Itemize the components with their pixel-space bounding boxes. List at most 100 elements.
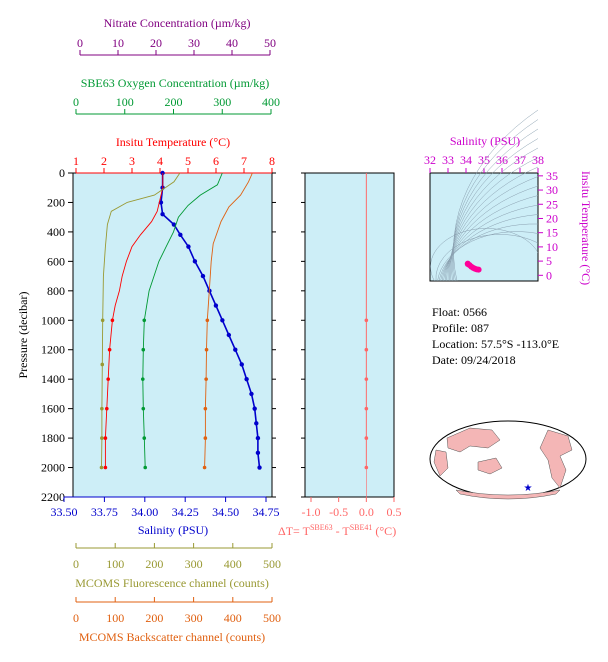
nitrate-axis: 0 10 20 30 40 50 bbox=[77, 36, 276, 56]
ts-density-contour bbox=[450, 147, 539, 282]
salinity-series-point bbox=[233, 347, 238, 352]
temperature-series-point bbox=[105, 406, 109, 411]
backscatter-series-point bbox=[203, 436, 208, 440]
pressure-axis-tick-label: 800 bbox=[47, 284, 65, 298]
salinity-series-point bbox=[171, 222, 177, 227]
nitrate-axis-tick-label: 10 bbox=[112, 36, 124, 50]
salinity-series-point bbox=[160, 212, 165, 217]
delta-t-axis-tick-label: -0.5 bbox=[329, 505, 348, 519]
fluorescence-axis-tick-label: 300 bbox=[185, 557, 203, 571]
backscatter-axis-tick-label: 400 bbox=[224, 611, 242, 625]
salinity-series-point bbox=[252, 406, 257, 411]
ts-density-contour bbox=[451, 138, 539, 282]
ts-temperature-tick-label: 15 bbox=[546, 226, 558, 240]
oxygen-axis: 0 100 200 300 400 bbox=[73, 95, 280, 115]
salinity-series-point bbox=[255, 450, 261, 456]
ts-density-contour bbox=[437, 231, 539, 282]
ts-salinity-tick-label: 35 bbox=[478, 153, 490, 167]
fluorescence-series-point bbox=[100, 362, 105, 367]
location-map: ★ bbox=[429, 420, 587, 500]
salinity-series-point bbox=[249, 391, 254, 397]
temperature-series-point bbox=[106, 377, 110, 381]
temperature-axis-tick-label: 6 bbox=[213, 154, 219, 168]
profile-number: Profile: 087 bbox=[432, 321, 489, 335]
salinity-series-point bbox=[239, 362, 244, 367]
oxygen-series-point bbox=[140, 377, 145, 381]
temperature-series-point bbox=[103, 465, 108, 470]
ts-temperature-tick-label: 35 bbox=[546, 169, 558, 183]
oxygen-axis-tick-label: 300 bbox=[213, 95, 231, 109]
pressure-axis-tick-label: 400 bbox=[47, 225, 65, 239]
delta_t-series-point bbox=[364, 318, 369, 323]
salinity-series-point bbox=[200, 273, 206, 279]
ts-density-contour bbox=[443, 195, 539, 282]
pressure-axis-tick-label: 200 bbox=[47, 195, 65, 209]
ts-point bbox=[475, 266, 482, 273]
nitrate-axis-tick-label: 30 bbox=[188, 36, 200, 50]
fluorescence-series-point bbox=[100, 436, 104, 440]
pressure-axis-tick-label: 1200 bbox=[41, 343, 65, 357]
ts-temperature-tick-label: 25 bbox=[546, 197, 558, 211]
ts-density-contour bbox=[435, 234, 539, 282]
salinity-axis-tick-label: 33.50 bbox=[51, 505, 78, 519]
float-info: Float: 0566 Profile: 087 Location: 57.5°… bbox=[432, 304, 559, 368]
salinity-series-line bbox=[160, 173, 261, 468]
oxygen-axis-label: SBE63 Oxygen Concentration (µm/kg) bbox=[81, 76, 270, 90]
ts-salinity-tick-label: 32 bbox=[424, 153, 436, 167]
backscatter-axis-tick-label: 100 bbox=[106, 611, 124, 625]
backscatter-axis-tick-label: 300 bbox=[185, 611, 203, 625]
temperature-axis-tick-label: 4 bbox=[157, 154, 163, 168]
delta_t-series-point bbox=[364, 465, 369, 470]
pressure-axis-label: Pressure (decibar) bbox=[16, 292, 30, 379]
fluorescence-axis-tick-label: 400 bbox=[224, 557, 242, 571]
backscatter-axis-tick-label: 500 bbox=[263, 611, 281, 625]
profile-series bbox=[99, 170, 369, 470]
salinity-axis-label: Salinity (PSU) bbox=[138, 523, 208, 537]
fluorescence-series-point bbox=[100, 406, 104, 411]
delta-t-axis-label: ΔT= TSBE63 - TSBE41 (°C) bbox=[278, 523, 396, 538]
salinity-series-point bbox=[254, 421, 259, 426]
ts-points bbox=[464, 260, 482, 273]
delta-t-axis-tick-label: -1.0 bbox=[302, 505, 321, 519]
delta-t-panel-bg bbox=[304, 172, 395, 498]
temperature-axis-label: Insitu Temperature (°C) bbox=[116, 135, 230, 149]
pressure-axis-tick-label: 2200 bbox=[41, 490, 65, 504]
float-location-marker: ★ bbox=[524, 483, 533, 494]
ts-density-contour bbox=[453, 109, 539, 282]
delta_t-series-point bbox=[364, 406, 369, 411]
temperature-axis-tick-label: 2 bbox=[101, 154, 107, 168]
fluorescence-axis-tick-label: 200 bbox=[145, 557, 163, 571]
fluorescence-axis-label: MCOMS Fluorescence channel (counts) bbox=[75, 576, 269, 590]
pressure-axis-tick-label: 1600 bbox=[41, 402, 65, 416]
nitrate-axis-tick-label: 50 bbox=[264, 36, 276, 50]
ts-salinity-tick-label: 36 bbox=[496, 153, 508, 167]
fluorescence-axis-tick-label: 0 bbox=[73, 557, 79, 571]
temperature-axis-tick-label: 5 bbox=[185, 154, 191, 168]
salinity-series-point bbox=[255, 435, 261, 441]
salinity-axis-tick-label: 34.00 bbox=[131, 505, 158, 519]
ts-density-contour bbox=[447, 166, 539, 282]
salinity-axis-tick-label: 34.50 bbox=[212, 505, 239, 519]
ts-salinity-tick-label: 33 bbox=[442, 153, 454, 167]
ts-density-contour bbox=[452, 128, 539, 282]
nitrate-axis-tick-label: 40 bbox=[226, 36, 238, 50]
map-land-africa bbox=[433, 449, 449, 477]
map-land-australia bbox=[477, 457, 503, 475]
map-land-americas bbox=[539, 429, 573, 489]
ts-temperature-tick-label: 0 bbox=[546, 268, 552, 282]
temperature-series-point bbox=[103, 436, 108, 440]
oxygen-series-point bbox=[143, 465, 148, 470]
fluorescence-axis: 0 100 200 300 400 500 bbox=[73, 543, 281, 571]
fluorescence-axis-tick-label: 500 bbox=[263, 557, 281, 571]
salinity-series-point bbox=[244, 376, 249, 382]
salinity-axis: 33.50 33.75 34.00 34.25 34.50 34.75 bbox=[51, 496, 280, 519]
delta-t-axis: -1.0 -0.5 0.0 0.5 bbox=[302, 173, 402, 519]
fluorescence-series-point bbox=[100, 318, 105, 323]
oxygen-axis-tick-label: 400 bbox=[262, 95, 280, 109]
ts-density-contour bbox=[438, 223, 539, 282]
pressure-axis-tick-label: 1800 bbox=[41, 431, 65, 445]
ts-temperature-tick-label: 20 bbox=[546, 211, 558, 225]
nitrate-axis-tick-label: 20 bbox=[150, 36, 162, 50]
ts-density-contour bbox=[440, 214, 539, 282]
